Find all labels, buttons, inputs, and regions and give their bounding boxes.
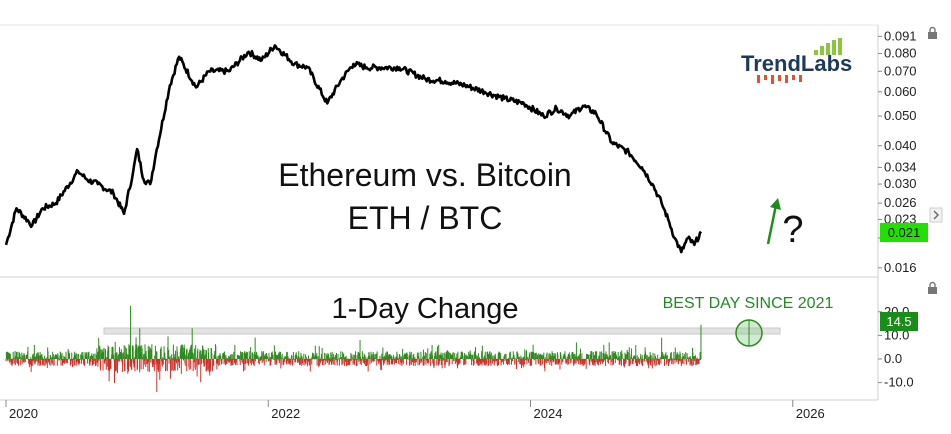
last-change-badge-bg [880, 312, 918, 331]
best-day-annotation: BEST DAY SINCE 2021 [663, 295, 834, 312]
price-tick-label: 0.016 [884, 260, 917, 275]
x-axis-ticks: 2020 2022 2024 2026 [5, 400, 825, 421]
chevron-shape [933, 210, 939, 220]
lock-shackle [929, 26, 936, 32]
lock-icon[interactable] [928, 281, 937, 295]
change-tick-label: 10.0 [884, 327, 909, 342]
trendlabs-logo: TrendLabs [741, 38, 852, 84]
price-tick-label: 0.091 [884, 28, 917, 43]
chevron-right-icon[interactable] [929, 207, 943, 223]
logo-tick [771, 75, 774, 84]
logo-tick [792, 75, 795, 80]
logo-tick [799, 75, 802, 82]
logo-tick [757, 75, 760, 83]
question-mark: ? [782, 209, 803, 251]
price-y-ticks: 0.091 0.080 0.070 0.060 0.050 0.040 0.034 0.030… [878, 28, 917, 275]
last-price-value: 0.021 [888, 225, 921, 240]
lock-shackle [929, 281, 936, 287]
last-price-badge-bg [880, 223, 928, 242]
last-change-value: 14.5 [886, 314, 911, 329]
lock-body [928, 32, 937, 39]
price-tick-label: 0.026 [884, 195, 917, 210]
logo-bar [814, 50, 818, 55]
arrow-head [770, 198, 781, 210]
logo-bar [832, 40, 836, 55]
x-tick-label: 2024 [534, 406, 563, 421]
price-tick-label: 0.040 [884, 138, 917, 153]
brand-name: TrendLabs [741, 51, 852, 76]
lock-icon[interactable] [928, 26, 937, 40]
price-tick-label: 0.070 [884, 63, 917, 78]
chevron-box [929, 207, 943, 223]
eth-btc-price-line [4, 44, 703, 254]
price-tick-label: 0.050 [884, 108, 917, 123]
arrow-shaft [766, 204, 778, 245]
logo-tick [785, 75, 788, 83]
reference-band [103, 327, 781, 335]
x-tick-label: 2020 [9, 406, 38, 421]
last-change-badge: 14.5 [880, 312, 918, 331]
price-tick-label: 0.080 [884, 45, 917, 60]
price-tick-label: 0.030 [884, 176, 917, 191]
last-price-badge: 0.021 [880, 223, 928, 242]
x-tick-label: 2026 [796, 406, 825, 421]
chart-title: Ethereum vs. Bitcoin [278, 157, 571, 193]
daily-change-bars [5, 305, 702, 392]
x-tick-label: 2022 [271, 406, 300, 421]
price-tick-label: 0.023 [884, 211, 917, 226]
logo-bar [820, 46, 824, 55]
price-tick-label: 0.034 [884, 159, 917, 174]
change-panel-title: 1-Day Change [332, 293, 519, 325]
up-arrow-annotation: ? [766, 198, 804, 251]
change-tick-label: -10.0 [884, 375, 914, 390]
logo-bar [838, 38, 842, 55]
logo-tick [778, 75, 781, 81]
price-tick-label: 0.060 [884, 84, 917, 99]
lock-body [928, 287, 937, 294]
change-tick-label: 0.0 [884, 351, 902, 366]
logo-tick [764, 75, 767, 80]
logo-bar [826, 43, 830, 55]
change-y-ticks: 20.010.00.0-10.0 [878, 304, 914, 390]
chart-subtitle: ETH / BTC [348, 200, 503, 236]
